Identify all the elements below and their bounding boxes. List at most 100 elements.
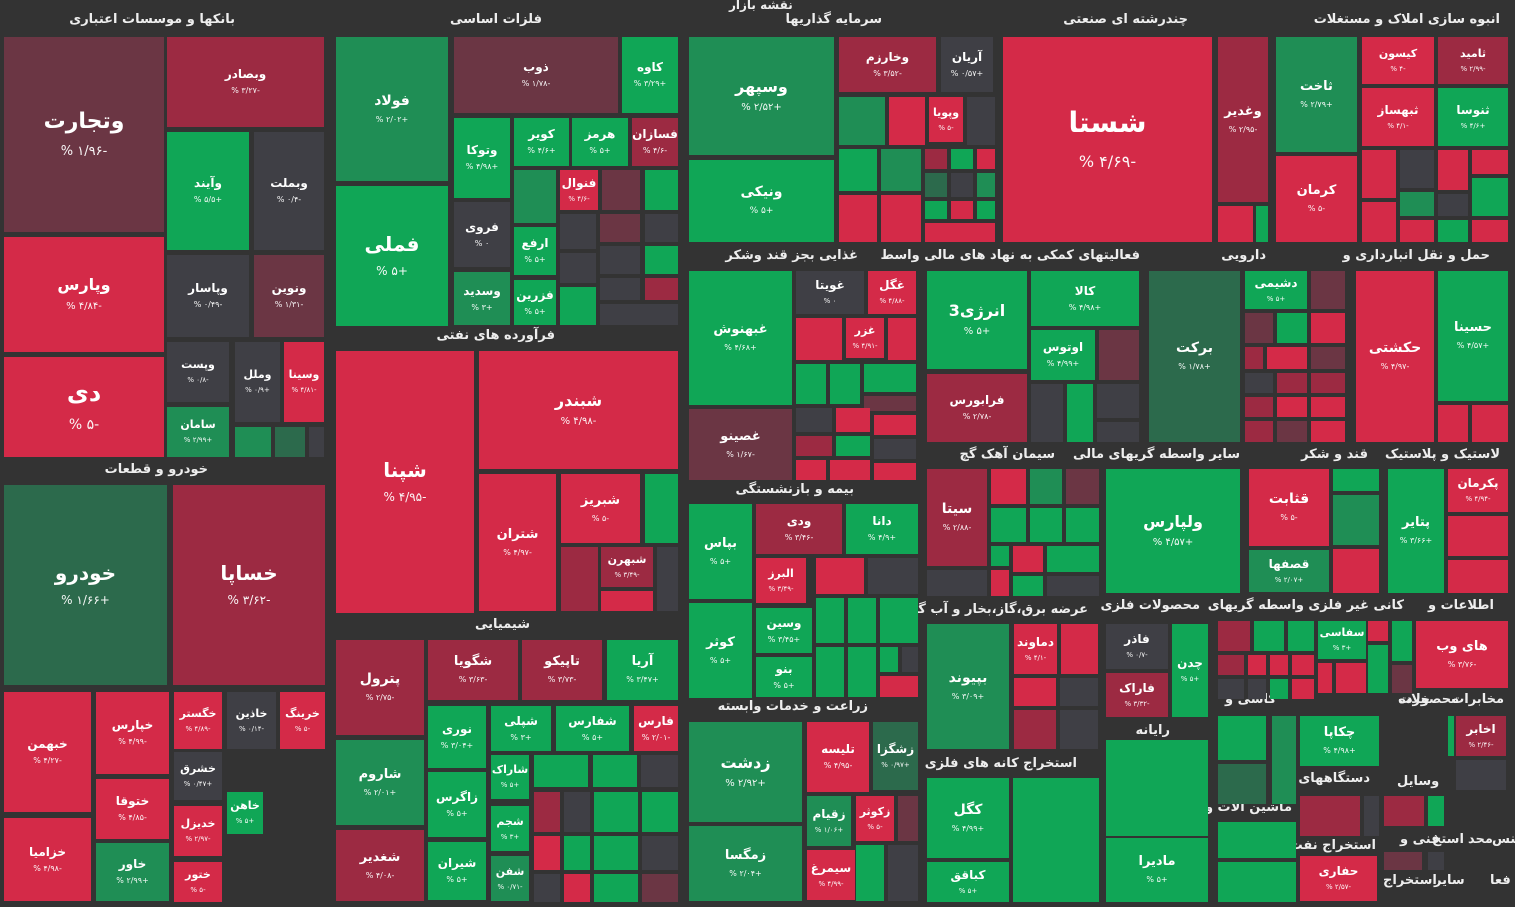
treemap-tile[interactable]: کباقق +۵ % <box>927 862 1009 902</box>
treemap-tile[interactable] <box>977 201 995 219</box>
treemap-tile[interactable]: فاراک -۳/۳۲ % <box>1106 673 1168 717</box>
treemap-tile[interactable] <box>560 287 596 325</box>
treemap-tile[interactable] <box>881 195 921 242</box>
treemap-tile[interactable] <box>1031 384 1063 442</box>
treemap-tile[interactable] <box>1218 655 1244 675</box>
treemap-tile[interactable]: وپست -۰/۸ % <box>167 342 229 402</box>
treemap-tile[interactable] <box>275 427 305 457</box>
treemap-tile[interactable]: برکت +۱/۷۸ % <box>1149 271 1240 442</box>
treemap-tile[interactable] <box>1336 663 1366 693</box>
treemap-tile[interactable] <box>925 201 947 219</box>
treemap-tile[interactable] <box>836 408 870 432</box>
treemap-tile[interactable] <box>977 173 995 197</box>
treemap-tile[interactable]: دماوند -۴/۱ % <box>1014 624 1057 674</box>
treemap-tile[interactable] <box>1066 508 1099 542</box>
treemap-tile[interactable]: خپارس -۴/۹۹ % <box>96 692 169 774</box>
treemap-tile[interactable]: کرمان -۵ % <box>1276 156 1357 242</box>
treemap-tile[interactable]: مادیرا +۵ % <box>1106 838 1208 902</box>
treemap-tile[interactable]: بپیوند +۳/۰۹ % <box>927 624 1009 749</box>
treemap-tile[interactable] <box>1013 546 1043 572</box>
treemap-tile[interactable]: شتران -۴/۹۷ % <box>479 474 556 611</box>
treemap-tile[interactable] <box>1248 679 1266 699</box>
treemap-tile[interactable] <box>1472 405 1508 442</box>
treemap-tile[interactable]: دانا +۴/۹ % <box>846 504 918 554</box>
treemap-tile[interactable] <box>1270 679 1288 699</box>
treemap-tile[interactable] <box>1272 716 1296 804</box>
treemap-tile[interactable] <box>889 97 925 145</box>
treemap-tile[interactable] <box>1400 220 1434 242</box>
treemap-tile[interactable] <box>1106 740 1208 836</box>
treemap-tile[interactable] <box>1333 495 1379 545</box>
treemap-tile[interactable]: وتوکا +۴/۹۸ % <box>454 118 510 198</box>
treemap-tile[interactable] <box>1218 862 1296 902</box>
treemap-tile[interactable] <box>874 463 916 480</box>
treemap-tile[interactable]: وخارزم -۳/۵۲ % <box>839 37 936 92</box>
treemap-tile[interactable] <box>1392 665 1412 693</box>
treemap-tile[interactable] <box>991 508 1026 542</box>
treemap-tile[interactable] <box>991 469 1026 504</box>
treemap-tile[interactable]: شپلی +۳ % <box>491 706 551 751</box>
treemap-tile[interactable] <box>836 436 870 456</box>
treemap-tile[interactable] <box>1245 397 1273 417</box>
treemap-tile[interactable] <box>925 173 947 197</box>
treemap-tile[interactable] <box>645 214 678 242</box>
treemap-tile[interactable] <box>1060 710 1098 749</box>
treemap-tile[interactable] <box>874 415 916 435</box>
treemap-tile[interactable] <box>534 874 560 902</box>
treemap-tile[interactable] <box>1245 347 1263 369</box>
treemap-tile[interactable] <box>645 278 678 300</box>
treemap-tile[interactable]: شغدیر -۴/۰۸ % <box>336 830 424 901</box>
treemap-tile[interactable] <box>864 364 916 392</box>
treemap-tile[interactable]: ثبهساز -۴/۱ % <box>1362 88 1434 146</box>
treemap-tile[interactable] <box>839 97 885 145</box>
treemap-tile[interactable]: وآیند +۵/۵ % <box>167 132 249 250</box>
treemap-tile[interactable] <box>1014 678 1056 706</box>
treemap-tile[interactable]: قصفها +۲/۰۷ % <box>1249 550 1329 592</box>
treemap-tile[interactable] <box>816 558 864 594</box>
treemap-tile[interactable]: ونیکی +۵ % <box>689 160 834 242</box>
treemap-tile[interactable] <box>1311 313 1345 343</box>
treemap-tile[interactable] <box>1333 549 1379 593</box>
treemap-tile[interactable]: ولپارس +۴/۵۷ % <box>1106 469 1240 593</box>
treemap-tile[interactable]: زمگسا +۲/۰۴ % <box>689 826 802 901</box>
treemap-tile[interactable]: وسین +۳/۴۵ % <box>756 608 812 653</box>
treemap-tile[interactable]: فملی +۵ % <box>336 186 448 326</box>
treemap-tile[interactable] <box>881 149 921 191</box>
treemap-tile[interactable]: ختور -۵ % <box>174 862 222 902</box>
treemap-tile[interactable]: خساپا -۳/۶۲ % <box>173 485 325 685</box>
treemap-tile[interactable]: پترول -۲/۷۵ % <box>336 640 424 735</box>
treemap-tile[interactable]: آریا +۳/۴۷ % <box>607 640 678 700</box>
treemap-tile[interactable]: بنو +۵ % <box>756 657 812 697</box>
treemap-tile[interactable] <box>1097 422 1139 442</box>
treemap-tile[interactable] <box>1047 576 1099 596</box>
treemap-tile[interactable] <box>309 427 324 457</box>
treemap-tile[interactable] <box>1270 655 1288 675</box>
treemap-tile[interactable] <box>1060 678 1098 706</box>
treemap-tile[interactable]: فولاد +۲/۰۲ % <box>336 37 448 181</box>
treemap-tile[interactable] <box>600 246 640 274</box>
treemap-tile[interactable]: کیسون -۴ % <box>1362 37 1434 84</box>
treemap-tile[interactable]: حفاری -۲/۵۷ % <box>1300 856 1377 901</box>
treemap-tile[interactable]: ثنوسا +۴/۶ % <box>1438 88 1508 146</box>
treemap-tile[interactable]: کاوه +۳/۲۹ % <box>622 37 678 113</box>
treemap-tile[interactable]: فروی ۰ % <box>454 202 510 267</box>
treemap-tile[interactable] <box>1067 384 1093 442</box>
treemap-tile[interactable] <box>880 598 918 643</box>
treemap-tile[interactable] <box>874 439 916 459</box>
treemap-tile[interactable]: خبهمن -۴/۲۷ % <box>4 692 91 812</box>
treemap-tile[interactable]: فرابورس -۲/۷۸ % <box>927 374 1027 442</box>
treemap-tile[interactable] <box>594 836 638 870</box>
treemap-tile[interactable] <box>1456 760 1506 790</box>
treemap-tile[interactable]: ونوین -۱/۳۱ % <box>254 255 324 337</box>
treemap-tile[interactable]: سامان +۲/۹۹ % <box>167 407 229 457</box>
treemap-tile[interactable] <box>1362 150 1396 198</box>
treemap-tile[interactable]: خاهن +۵ % <box>227 792 263 834</box>
treemap-tile[interactable] <box>1311 373 1345 393</box>
treemap-tile[interactable] <box>839 149 877 191</box>
treemap-tile[interactable] <box>1318 663 1332 693</box>
treemap-tile[interactable] <box>927 570 987 596</box>
treemap-tile[interactable]: حسینا +۴/۵۷ % <box>1438 271 1508 401</box>
treemap-tile[interactable] <box>561 547 598 611</box>
treemap-tile[interactable] <box>1013 778 1099 902</box>
treemap-tile[interactable] <box>1438 194 1468 216</box>
